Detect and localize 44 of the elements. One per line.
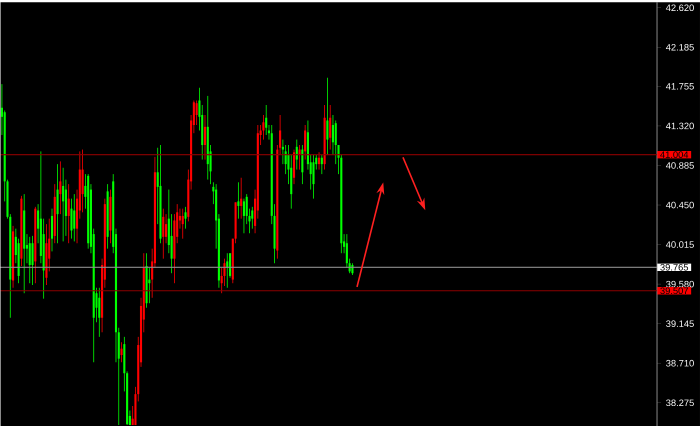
candlestick xyxy=(320,154,323,174)
y-tick-label: 39.145 xyxy=(666,320,694,327)
ref-line-label: 39.765 xyxy=(660,264,688,270)
candlestick xyxy=(240,177,242,219)
y-tick-label: 41.755 xyxy=(666,82,694,90)
candlestick xyxy=(68,183,70,244)
candlestick xyxy=(162,208,164,259)
candlestick xyxy=(164,213,168,244)
candlestick xyxy=(196,100,198,126)
candlestick xyxy=(301,144,304,184)
candlestick xyxy=(237,182,240,219)
candlestick xyxy=(70,198,73,239)
candlestick xyxy=(312,154,315,199)
y-tick-label: 40.885 xyxy=(666,162,694,169)
y-tick-label: 38.275 xyxy=(666,399,694,406)
candlestick xyxy=(242,198,245,234)
candlestick xyxy=(318,152,320,170)
candlestick xyxy=(204,114,206,160)
ref-line-label: 41.004 xyxy=(660,151,688,158)
candlestick xyxy=(31,235,34,286)
ref-line-label: 39.507 xyxy=(660,287,688,294)
y-tick-label: 40.450 xyxy=(666,202,694,208)
candlestick xyxy=(148,267,150,304)
candlestick xyxy=(226,252,228,288)
candlestick xyxy=(120,342,123,362)
y-tick-label: 42.620 xyxy=(666,4,694,11)
candlestick xyxy=(73,193,76,242)
candlestick xyxy=(50,208,54,252)
y-tick-label: 40.015 xyxy=(666,241,694,248)
y-tick-label: 41.320 xyxy=(666,122,694,129)
candlestick xyxy=(265,104,268,136)
candlestick xyxy=(329,104,332,150)
candlestick xyxy=(326,77,328,156)
candlestick xyxy=(98,287,100,338)
candlestick xyxy=(62,167,64,242)
candlestick xyxy=(332,114,334,156)
y-tick-label: 42.185 xyxy=(666,44,694,50)
y-tick-label: 38.710 xyxy=(666,360,694,366)
candlestick xyxy=(296,138,298,170)
candlestick xyxy=(251,206,254,229)
candlestick xyxy=(304,124,306,160)
candlestick xyxy=(28,236,31,284)
candlestick xyxy=(182,208,184,239)
candlestick xyxy=(59,160,62,214)
